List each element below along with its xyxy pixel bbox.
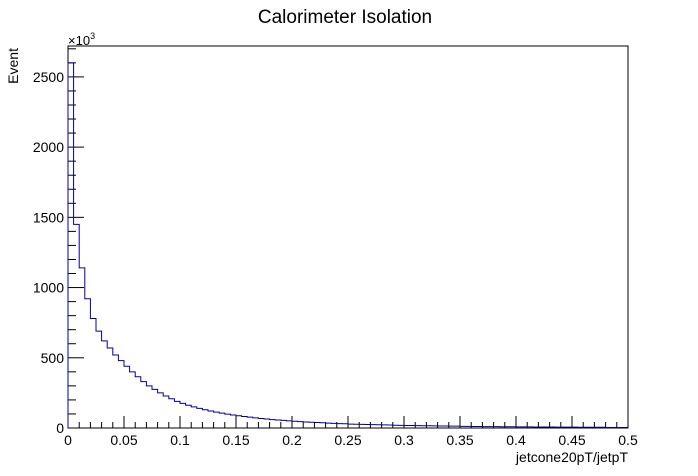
x-tick-label: 0.45 <box>558 432 585 448</box>
y-tick-label: 0 <box>56 420 64 436</box>
x-tick-label: 0.3 <box>394 432 414 448</box>
y-tick-label: 500 <box>41 350 65 366</box>
x-axis-ticks: 0 0.05 0.1 0.15 0.2 0.25 0.3 0.35 0.4 0.45 0.5 <box>64 416 638 448</box>
x-tick-label: 0.2 <box>282 432 302 448</box>
x-tick-label: 0.15 <box>222 432 249 448</box>
chart-title: Calorimeter Isolation <box>258 7 432 28</box>
x-tick-label: 0.4 <box>506 432 526 448</box>
y-tick-label: 2000 <box>33 139 64 155</box>
y-multiplier-base: ×10 <box>68 33 90 48</box>
histogram-series <box>67 62 629 428</box>
x-tick-label: 0.05 <box>110 432 137 448</box>
y-axis-multiplier: ×103 <box>68 31 95 48</box>
x-tick-label: 0.25 <box>334 432 361 448</box>
y-tick-label: 1000 <box>33 280 64 296</box>
y-tick-label: 1500 <box>33 209 64 225</box>
x-tick-label: 0.35 <box>446 432 473 448</box>
y-tick-label: 2500 <box>33 69 64 85</box>
y-multiplier-exponent: 3 <box>90 31 95 41</box>
y-axis-label: Event <box>5 48 21 84</box>
x-axis-label: jetcone20pT/jetpT <box>515 449 629 465</box>
plot-frame <box>67 45 629 429</box>
x-tick-label: 0.5 <box>618 432 638 448</box>
x-tick-label: 0.1 <box>170 432 190 448</box>
y-axis-ticks: 0 500 1000 1500 2000 2500 <box>33 48 84 436</box>
x-tick-label: 0 <box>64 432 72 448</box>
